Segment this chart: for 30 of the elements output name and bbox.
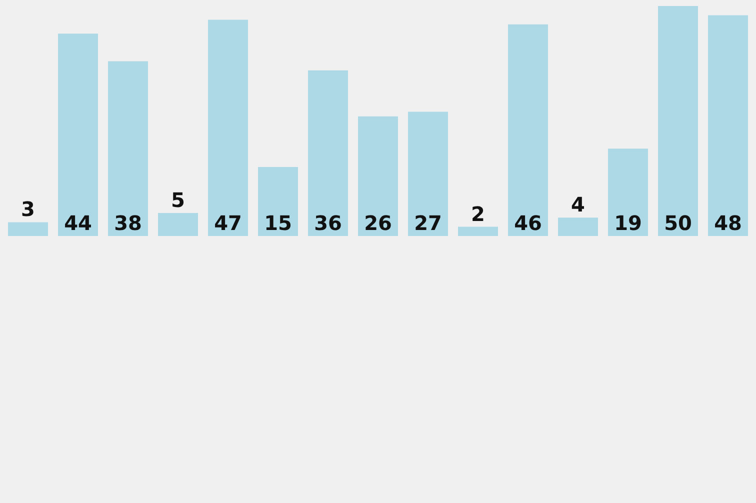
data-label: 19 [614, 211, 642, 235]
bar [308, 70, 348, 236]
data-label: 47 [214, 211, 242, 235]
bar [608, 148, 648, 236]
bar [508, 24, 548, 236]
data-label: 5 [171, 188, 185, 212]
bar [58, 34, 98, 236]
data-label: 27 [414, 211, 442, 235]
data-label: 3 [21, 197, 35, 222]
bar [658, 6, 698, 236]
data-label: 38 [114, 211, 142, 235]
bar [458, 226, 498, 236]
bar [408, 112, 448, 236]
data-label: 48 [714, 211, 742, 235]
bar [708, 15, 748, 236]
bar [108, 61, 148, 236]
bar [558, 218, 598, 236]
bar [208, 20, 248, 236]
data-label: 4 [571, 192, 585, 217]
data-label: 36 [314, 211, 342, 235]
data-label: 2 [471, 202, 485, 226]
data-label: 44 [64, 211, 92, 235]
bar [258, 167, 298, 236]
data-label: 46 [514, 211, 542, 235]
bar [358, 116, 398, 236]
bar [8, 222, 48, 236]
data-label: 26 [364, 211, 392, 235]
data-label: 15 [264, 211, 292, 235]
data-label: 50 [664, 211, 692, 235]
bar [158, 213, 198, 236]
